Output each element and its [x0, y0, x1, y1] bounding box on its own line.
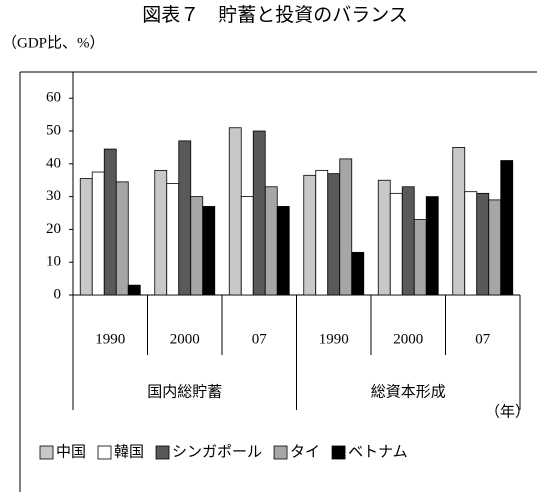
x-tick-label: 1990 [319, 331, 349, 347]
bar [464, 191, 478, 296]
bar [389, 192, 403, 296]
legend-swatch [39, 445, 54, 460]
group-label: 国内総貯蓄 [147, 383, 222, 400]
bar [166, 183, 180, 296]
x-tick-label: 07 [475, 331, 491, 347]
x-axis-label: （年） [485, 403, 530, 420]
bar [127, 284, 141, 296]
bar [452, 147, 466, 296]
legend-swatch [97, 445, 112, 460]
bar [327, 173, 341, 296]
legend-label: シンガポール [172, 443, 262, 460]
y-axis-label: （GDP比、%） [2, 34, 105, 51]
bar [377, 179, 391, 296]
x-tick-label: 07 [252, 331, 268, 347]
bar [476, 192, 490, 296]
x-tick-label: 1990 [95, 331, 125, 347]
bar [228, 127, 242, 296]
bar [264, 186, 278, 296]
bar [202, 206, 216, 296]
bar [339, 158, 353, 296]
legend-label: 中国 [56, 443, 86, 460]
chart-title: 図表７ 貯蓄と投資のバランス [142, 4, 408, 26]
legend-label: タイ [290, 443, 320, 460]
bar [276, 206, 290, 296]
legend-swatch [273, 445, 288, 460]
y-tick-label: 50 [46, 122, 61, 138]
legend-label: ベトナム [348, 444, 408, 460]
bar [488, 199, 502, 296]
x-tick-label: 2000 [393, 331, 423, 347]
x-tick-label: 2000 [170, 331, 200, 347]
bar [178, 140, 192, 296]
bar [115, 181, 129, 296]
bar [252, 130, 266, 296]
bar [240, 196, 254, 296]
bar [413, 219, 427, 296]
legend-swatch [155, 445, 170, 460]
bar [190, 196, 204, 296]
group-label: 総資本形成 [371, 383, 446, 400]
y-tick-label: 20 [46, 221, 61, 237]
bar [425, 196, 439, 296]
y-tick-label: 40 [46, 155, 61, 171]
y-tick-label: 60 [46, 90, 61, 106]
bar [401, 186, 415, 296]
bar [303, 174, 317, 296]
bar [154, 169, 168, 296]
bar [79, 178, 93, 296]
bar [91, 171, 105, 296]
y-tick-label: 0 [54, 286, 62, 302]
bar [315, 169, 329, 296]
bar [103, 148, 117, 296]
y-tick-label: 10 [46, 254, 61, 270]
legend-label: 韓国 [114, 443, 144, 460]
bar [500, 160, 514, 296]
y-tick-label: 30 [46, 188, 61, 204]
legend-swatch [331, 445, 346, 460]
bar [351, 251, 365, 296]
